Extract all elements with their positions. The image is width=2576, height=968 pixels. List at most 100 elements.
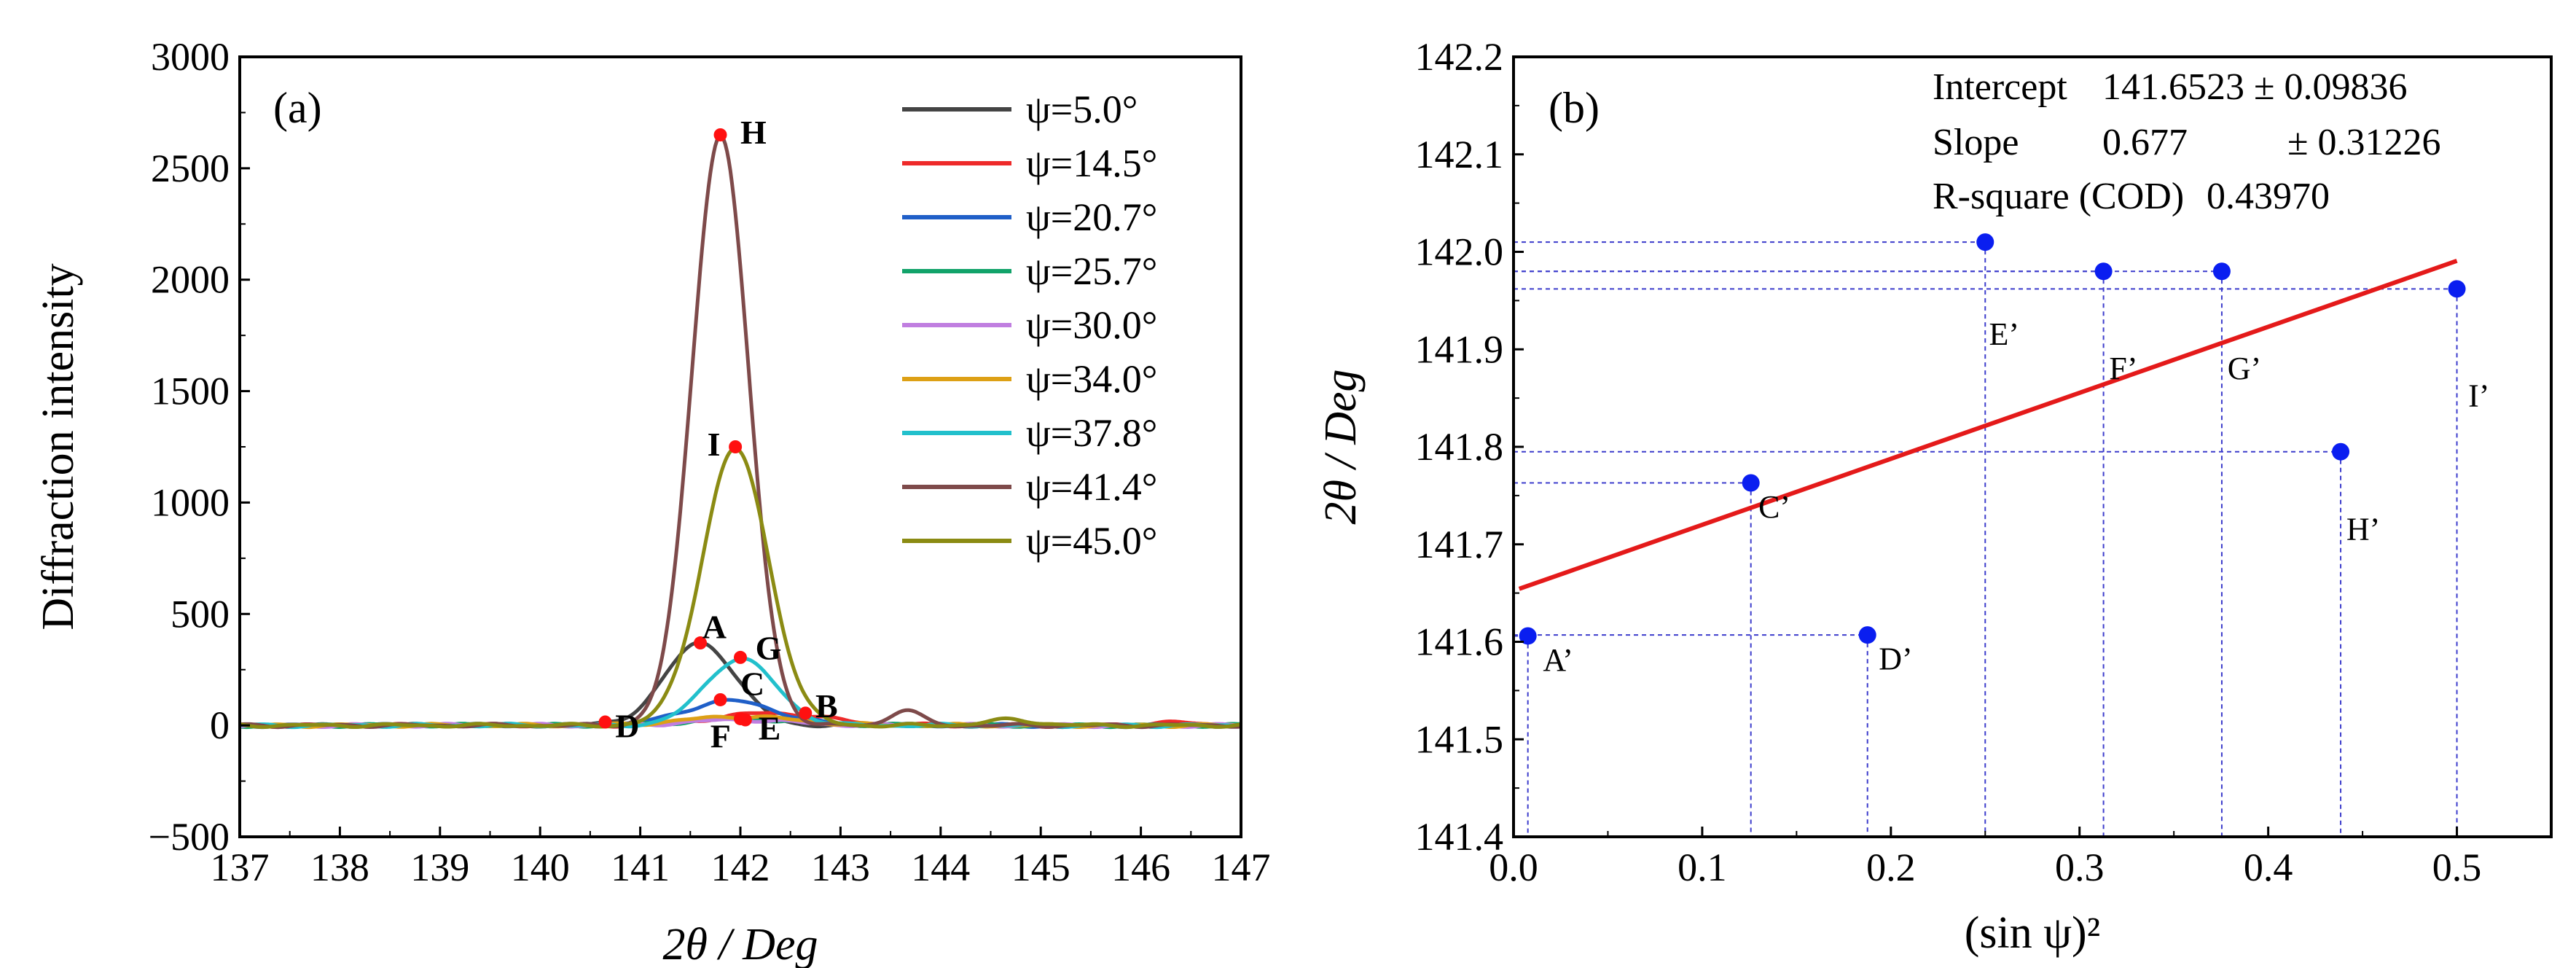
a-peak-label-a: A — [702, 609, 727, 646]
a-y-tick-label: 2000 — [151, 258, 230, 302]
b-x-tick-label: 0.5 — [2432, 846, 2482, 889]
a-legend-label-45-0: ψ=45.0° — [1026, 519, 1157, 563]
a-legend-label-41-4: ψ=41.4° — [1026, 465, 1157, 509]
b-point-label-a: A’ — [1543, 642, 1573, 678]
a-x-tick-label: 145 — [1011, 846, 1070, 889]
fit-intercept-label: Intercept — [1933, 66, 2067, 108]
a-legend: ψ=5.0° ψ=14.5° ψ=20.7° ψ=25.7° ψ=30.0° ψ=34.0… — [902, 87, 1157, 563]
a-peak-label-f: F — [710, 717, 731, 754]
b-y-tick-label: 141.9 — [1415, 327, 1504, 371]
b-point-g — [2212, 262, 2231, 281]
b-point-a — [1519, 627, 1537, 645]
a-peak-marker-group: H I AGC B D F E — [598, 114, 838, 754]
a-x-tick-label: 137 — [211, 846, 270, 889]
a-peak-point-d — [598, 715, 612, 729]
b-point-label-g: G’ — [2228, 351, 2261, 386]
b-y-tick-label: 141.5 — [1415, 717, 1504, 761]
a-peak-point-h — [713, 128, 727, 141]
a-y-axis-title: Diffraction intensity — [34, 263, 83, 630]
a-legend-label-25-7: ψ=25.7° — [1026, 249, 1157, 293]
a-x-axis-title: 2θ / Deg — [663, 920, 818, 968]
a-peak-label-d: D — [615, 708, 639, 745]
a-x-tick-label: 144 — [911, 846, 970, 889]
a-peak-point-i — [729, 440, 743, 453]
b-x-axis-title: (sin ψ)² — [1965, 908, 2101, 958]
b-point-group: A’ C’ D’ E’ F’ G’ H’ I’ — [1519, 233, 2489, 678]
a-y-tick-label: −500 — [149, 815, 230, 859]
a-y-tick-label: 1000 — [151, 480, 230, 524]
a-peak-point-c — [713, 692, 727, 706]
a-peak-point-g — [734, 650, 747, 664]
a-y-tick-label: 2500 — [151, 147, 230, 190]
fit-slope-value: 0.677 — [2102, 122, 2188, 163]
b-point-h — [2332, 442, 2350, 461]
a-peak-label-b: B — [815, 687, 838, 725]
b-guide-lines — [1514, 241, 2458, 837]
b-point-f — [2094, 262, 2113, 281]
a-legend-label-37-8: ψ=37.8° — [1026, 411, 1157, 455]
a-x-tick-label: 142 — [711, 846, 770, 889]
a-y-tick-label: 500 — [171, 592, 230, 636]
b-y-tick-label: 141.7 — [1415, 523, 1504, 566]
a-peak-point-e — [738, 713, 752, 727]
a-peak-label-h: H — [740, 114, 767, 151]
a-x-tick-label: 147 — [1212, 846, 1271, 889]
b-tick-group: 0.0 0.1 0.2 0.3 0.4 0.5 141.4 141.5 141.6 141.7 14… — [1415, 35, 2552, 889]
fit-slope-label: Slope — [1933, 122, 2019, 163]
b-y-tick-label: 141.8 — [1415, 425, 1504, 469]
b-point-c — [1742, 474, 1760, 492]
b-point-label-e: E’ — [1989, 316, 2019, 352]
b-y-axis-title: 2θ / Deg — [1316, 370, 1366, 525]
b-plot-frame — [1512, 55, 2553, 838]
fit-rsquare-value: 0.43970 — [2207, 176, 2330, 217]
b-fit-line — [1518, 258, 2458, 591]
a-legend-label-5-0: ψ=5.0° — [1026, 87, 1138, 131]
b-point-label-h: H’ — [2346, 512, 2380, 547]
a-legend-label-34-0: ψ=34.0° — [1026, 357, 1157, 401]
a-peak-label-e: E — [759, 710, 781, 747]
a-peak-label-i: I — [708, 426, 721, 463]
b-point-label-f: F’ — [2109, 351, 2137, 386]
a-peak-point-b — [799, 706, 813, 720]
a-y-tick-label: 3000 — [151, 35, 230, 79]
b-point-i — [2448, 280, 2466, 298]
b-point-label-c: C’ — [1758, 489, 1790, 525]
b-point-e — [1976, 233, 1994, 251]
a-x-tick-label: 139 — [410, 846, 469, 889]
b-y-tick-label: 142.2 — [1415, 35, 1504, 79]
a-peak-label-c: C — [740, 666, 764, 703]
b-x-tick-label: 0.0 — [1489, 846, 1538, 889]
b-point-label-d: D’ — [1879, 641, 1912, 677]
panel-a-diffraction-chart: H I AGC B D F E 137 138 139 140 141 142 143 144 145 146… — [34, 35, 1271, 968]
b-y-tick-label: 141.6 — [1415, 620, 1504, 664]
panel-b-fit-chart: A’ C’ D’ E’ F’ G’ H’ I’ 0.0 0.1 0.2 0.3 0.4 0.5 141.4… — [1316, 35, 2553, 958]
b-panel-label: (b) — [1549, 84, 1600, 132]
a-tick-group: 137 138 139 140 141 142 143 144 145 146 147 −500 0 50… — [149, 35, 1271, 889]
fit-rsquare-label: R-square (COD) — [1933, 176, 2184, 217]
a-legend-label-14-5: ψ=14.5° — [1026, 141, 1157, 185]
b-y-tick-label: 142.1 — [1415, 133, 1504, 176]
fit-intercept-value: 141.6523 ± 0.09836 — [2102, 66, 2408, 108]
a-series-line-45-0 — [239, 446, 1242, 730]
b-fit-statistics: Intercept 141.6523 ± 0.09836 Slope 0.677… — [1933, 66, 2441, 217]
b-point-d — [1858, 626, 1876, 644]
a-x-tick-label: 146 — [1111, 846, 1170, 889]
a-x-tick-label: 141 — [611, 846, 670, 889]
a-y-tick-label: 0 — [210, 703, 230, 747]
a-legend-label-30-0: ψ=30.0° — [1026, 303, 1157, 347]
b-y-tick-label: 141.4 — [1415, 815, 1504, 859]
b-point-label-i: I’ — [2468, 378, 2489, 413]
a-panel-label: (a) — [273, 84, 322, 132]
a-x-tick-label: 143 — [811, 846, 870, 889]
a-legend-label-20-7: ψ=20.7° — [1026, 195, 1157, 239]
a-peak-point-a — [694, 636, 708, 650]
fit-slope-error: ± 0.31226 — [2287, 122, 2441, 163]
a-x-tick-label: 140 — [511, 846, 570, 889]
b-x-tick-label: 0.3 — [2055, 846, 2105, 889]
b-y-tick-label: 142.0 — [1415, 230, 1504, 274]
a-peak-label-g: G — [756, 630, 782, 667]
a-y-tick-label: 1500 — [151, 370, 230, 413]
a-x-tick-label: 138 — [310, 846, 369, 889]
b-x-tick-label: 0.1 — [1677, 846, 1727, 889]
